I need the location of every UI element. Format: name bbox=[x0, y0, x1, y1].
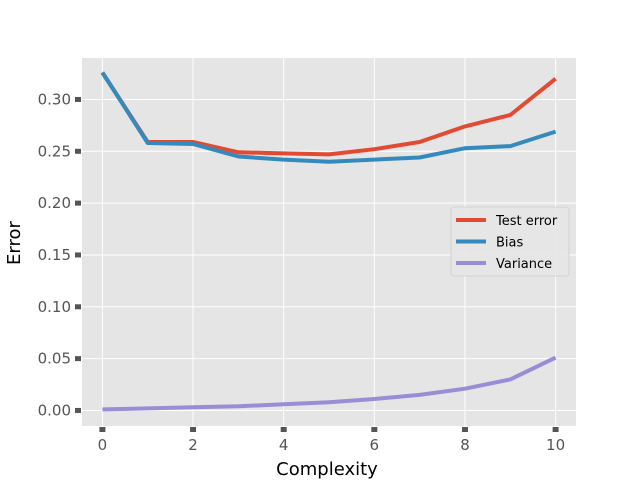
x-tick-label: 2 bbox=[188, 436, 198, 454]
legend: Test error Bias Variance bbox=[450, 206, 570, 277]
y-tick-label: 0.05 bbox=[38, 350, 71, 368]
x-tick-mark bbox=[371, 427, 378, 432]
y-tick-mark bbox=[75, 252, 81, 258]
x-tick-mark bbox=[190, 427, 197, 432]
y-tick-mark bbox=[75, 96, 81, 102]
legend-box bbox=[450, 206, 570, 277]
series-line-variance bbox=[102, 355, 557, 412]
y-tick-label: 0.15 bbox=[38, 246, 71, 264]
x-tick-mark bbox=[461, 427, 468, 432]
axis-ticks: 0.00 0.05 0.10 0.15 0.20 0.25 0.30 0 2 4 6 8 10 bbox=[38, 90, 566, 454]
x-tick-mark bbox=[552, 427, 559, 432]
x-tick-label: 6 bbox=[370, 436, 380, 454]
x-tick-mark bbox=[280, 427, 287, 432]
y-tick-label: 0.10 bbox=[38, 298, 71, 316]
x-axis-label: Complexity bbox=[276, 459, 378, 480]
legend-label-variance: Variance bbox=[496, 257, 552, 272]
x-tick-label: 10 bbox=[546, 436, 565, 454]
series-lines bbox=[100, 71, 557, 412]
x-tick-label: 8 bbox=[460, 436, 470, 454]
x-tick-mark bbox=[99, 427, 106, 432]
y-tick-label: 0.30 bbox=[38, 90, 71, 108]
y-tick-label: 0.00 bbox=[38, 401, 71, 419]
y-tick-label: 0.25 bbox=[38, 142, 71, 160]
y-tick-mark bbox=[75, 200, 81, 206]
x-tick-label: 4 bbox=[279, 436, 289, 454]
x-tick-label: 0 bbox=[98, 436, 108, 454]
legend-label-test-error: Test error bbox=[495, 214, 558, 229]
y-tick-mark bbox=[75, 407, 81, 413]
series-line-bias bbox=[100, 71, 557, 164]
y-tick-mark bbox=[75, 148, 81, 154]
y-axis-label: Error bbox=[4, 220, 25, 264]
y-tick-mark bbox=[75, 304, 81, 310]
y-tick-label: 0.20 bbox=[38, 194, 71, 212]
grid bbox=[82, 58, 576, 426]
y-tick-mark bbox=[75, 356, 81, 362]
legend-label-bias: Bias bbox=[496, 236, 523, 251]
